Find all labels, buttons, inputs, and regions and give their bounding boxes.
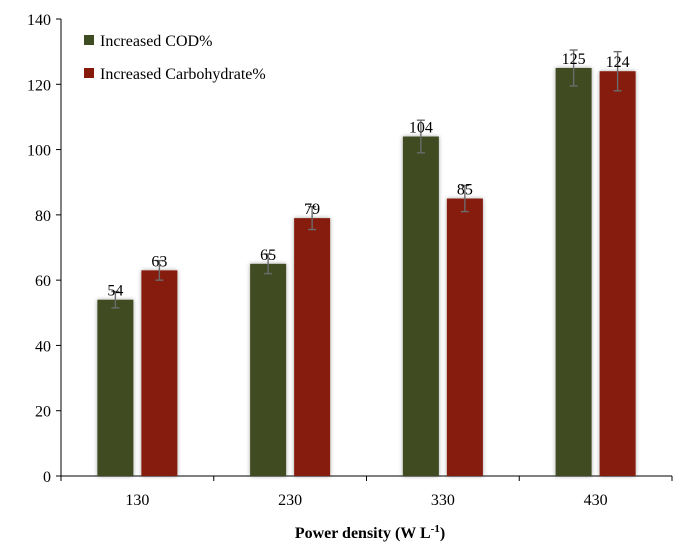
x-tick-label: 230 bbox=[278, 492, 302, 509]
x-axis-title-superscript: -1 bbox=[431, 523, 440, 535]
x-tick-label: 330 bbox=[431, 492, 455, 509]
y-tick-label: 120 bbox=[27, 77, 51, 94]
bar-cod bbox=[402, 136, 439, 476]
bar-carbohydrate bbox=[294, 218, 331, 476]
y-tick-label: 100 bbox=[27, 143, 51, 160]
x-axis: 130 230 330 430 bbox=[60, 475, 673, 509]
x-tick-label: 430 bbox=[584, 492, 608, 509]
data-label-cod: 125 bbox=[562, 51, 586, 68]
data-labels: 54 63 65 79 104 85 125 124 bbox=[107, 51, 629, 300]
y-tick-label: 60 bbox=[35, 273, 51, 290]
bar-carbohydrate bbox=[141, 270, 178, 476]
legend-label-cod: Increased COD% bbox=[100, 33, 212, 50]
data-label-carbohydrate: 63 bbox=[151, 253, 167, 270]
x-axis-title: Power density (W L-1) bbox=[295, 523, 445, 542]
x-axis-title-main: Power density (W L bbox=[295, 525, 431, 542]
y-tick-label: 40 bbox=[35, 338, 51, 355]
bar-carbohydrate bbox=[446, 198, 483, 477]
data-label-cod: 54 bbox=[107, 283, 123, 300]
x-axis-title-suffix: ) bbox=[440, 525, 445, 542]
data-label-cod: 104 bbox=[409, 120, 433, 137]
bars bbox=[97, 67, 636, 477]
error-bars bbox=[111, 49, 622, 309]
y-tick-label: 20 bbox=[35, 404, 51, 421]
legend: Increased COD% Increased Carbohydrate% bbox=[84, 33, 266, 83]
data-label-carbohydrate: 124 bbox=[606, 54, 630, 71]
y-axis: 0 20 40 60 80 100 120 140 bbox=[27, 12, 62, 486]
y-tick-label: 80 bbox=[35, 208, 51, 225]
bar-carbohydrate bbox=[599, 71, 636, 476]
bar-cod bbox=[250, 263, 287, 476]
legend-swatch-carbohydrate bbox=[84, 68, 94, 78]
data-label-carbohydrate: 79 bbox=[304, 201, 320, 218]
y-tick-label: 140 bbox=[27, 12, 51, 29]
x-tick-label: 130 bbox=[125, 492, 149, 509]
legend-label-carbohydrate: Increased Carbohydrate% bbox=[100, 66, 266, 83]
data-label-carbohydrate: 85 bbox=[457, 182, 473, 199]
legend-swatch-cod bbox=[84, 35, 94, 45]
data-label-cod: 65 bbox=[260, 247, 276, 264]
bar-cod bbox=[555, 67, 592, 476]
y-tick-label: 0 bbox=[43, 469, 51, 486]
bar-cod bbox=[97, 299, 134, 476]
